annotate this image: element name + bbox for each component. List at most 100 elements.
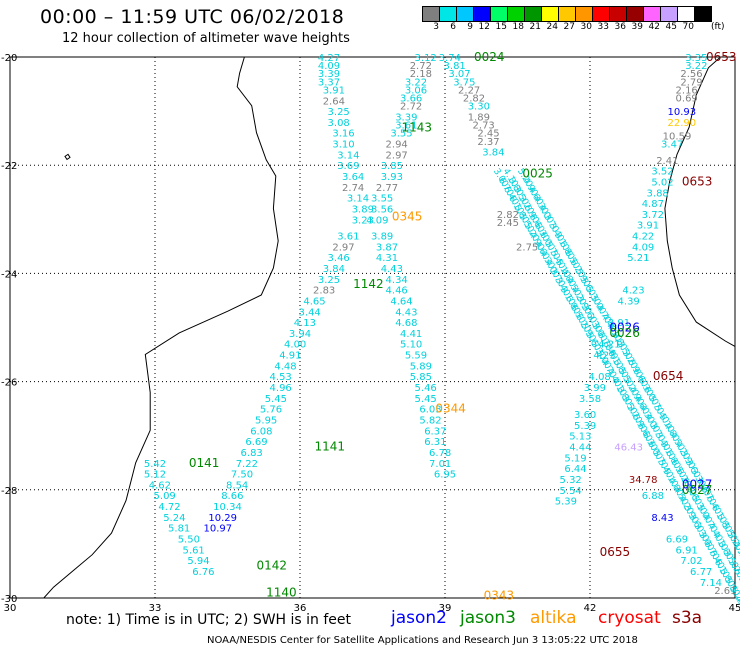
swh-value: 5.82: [419, 415, 441, 426]
map-subtitle: 12 hour collection of altimeter wave hei…: [62, 31, 350, 46]
swh-value: 3.60: [574, 410, 596, 421]
swh-value: 4.21: [598, 340, 620, 351]
legend-jason3: jason3: [460, 608, 516, 628]
swh-value: 4.27: [318, 53, 340, 64]
swh-value: 1.89: [468, 113, 490, 124]
swh-value: 46.43: [614, 443, 643, 454]
color-swatch-3: [474, 6, 491, 22]
swh-value: 3.72: [642, 210, 664, 221]
swh-value: 6.88: [642, 491, 664, 502]
swath-mark: 6.90: [731, 567, 740, 590]
color-swatch-4: [491, 6, 508, 22]
swath-mark: 4.90: [732, 594, 740, 617]
swh-value: 3.99: [584, 383, 606, 394]
swh-value: 8.54: [226, 480, 248, 491]
swh-value: 10.59: [663, 131, 692, 142]
swh-value: 5.02: [651, 177, 673, 188]
swh-value: 4.65: [303, 296, 325, 307]
track-label: 0142: [257, 559, 288, 573]
swh-value: 6.69: [245, 437, 267, 448]
swh-value: 2.97: [332, 242, 354, 253]
swh-value: 3.64: [342, 172, 364, 183]
swh-value: 6.37: [424, 426, 446, 437]
color-swatch-12: [627, 6, 644, 22]
swh-value: 0.69: [676, 94, 698, 105]
swh-value: 10.29: [208, 513, 237, 524]
swh-value: 7.50: [231, 470, 253, 481]
color-label-11: 36: [614, 22, 626, 32]
swh-value: 3.55: [371, 194, 393, 205]
swh-value: 5.89: [410, 361, 432, 372]
track-label: 0027: [682, 483, 713, 497]
swh-value: 4.09: [366, 215, 388, 226]
legend-s3a: s3a: [672, 608, 703, 628]
swh-value: 2.94: [386, 140, 408, 151]
swh-value: 2.37: [477, 137, 499, 148]
track-label: 0024: [474, 50, 505, 64]
legend-altika: altika: [530, 608, 577, 628]
swh-value: 6.83: [241, 448, 263, 459]
swh-value: 5.46: [415, 383, 437, 394]
swh-value: 5.76: [260, 405, 282, 416]
swh-value: 3.16: [332, 129, 354, 140]
swh-value: 3.25: [328, 107, 350, 118]
swh-value: 2.18: [410, 69, 432, 80]
swh-value: 2.41: [656, 156, 678, 167]
swh-value: 3.55: [390, 129, 412, 140]
track-label: 1143: [402, 120, 433, 134]
swh-value: 22.90: [668, 118, 697, 129]
color-swatch-2: [457, 6, 474, 22]
swh-value: 3.61: [337, 232, 359, 243]
color-swatch-11: [610, 6, 627, 22]
swh-value: 10.93: [668, 107, 697, 118]
swh-value: 3.30: [468, 102, 490, 113]
swh-value: 5.39: [555, 497, 577, 508]
swh-value: 3.52: [651, 167, 673, 178]
color-label-6: 21: [529, 22, 541, 32]
color-label-3: 12: [478, 22, 490, 32]
swh-value: 5.95: [255, 415, 277, 426]
swh-value: 3.25: [318, 275, 340, 286]
color-label-0: 3: [433, 22, 439, 32]
swh-value: 8.43: [651, 513, 673, 524]
swh-value: 7.14: [700, 578, 722, 589]
swh-value: 3.10: [332, 140, 354, 151]
swh-value: 2.82: [497, 210, 519, 221]
swh-value: 4.64: [390, 296, 412, 307]
swh-value: 34.78: [629, 475, 658, 486]
swh-value: 2.56: [680, 69, 702, 80]
color-label-1: 6: [450, 22, 456, 32]
color-scale-labels: 3 6 9 12 15 18 21 24 27 30 33 36 39 42 45 70: [422, 22, 694, 32]
swh-value: 3.89: [371, 232, 393, 243]
lat-tick-label: -20: [1, 53, 17, 64]
swh-value: 10.97: [204, 524, 233, 535]
track-label: 0653: [706, 50, 737, 64]
swh-value: 3.08: [328, 118, 350, 129]
lat-tick-label: -22: [1, 161, 17, 172]
track-label: 0026: [609, 321, 640, 335]
map-frame: [9, 56, 736, 599]
swh-value: 3.07: [448, 69, 470, 80]
swh-value: 6.77: [690, 567, 712, 578]
swh-value: 3.47: [661, 140, 683, 151]
swh-value: 3.12: [415, 53, 437, 64]
swh-value: 4.23: [593, 351, 615, 362]
swh-value: 5.39: [574, 421, 596, 432]
credit-line: NOAA/NESDIS Center for Satellite Applica…: [207, 635, 638, 646]
color-label-10: 33: [597, 22, 609, 32]
swh-value: 4.72: [158, 502, 180, 513]
swh-value: 4.39: [618, 296, 640, 307]
swh-value: 3.87: [376, 242, 398, 253]
swh-value: 5.09: [154, 491, 176, 502]
lon-tick-label: 42: [584, 603, 597, 614]
swh-value: 2.64: [323, 96, 345, 107]
swh-value: 3.22: [405, 77, 427, 88]
swh-value: 2.97: [386, 150, 408, 161]
swh-value: 6.03: [419, 405, 441, 416]
color-swatch-0: [422, 6, 440, 22]
track-label: 0344: [435, 402, 466, 416]
track-label: 0343: [484, 588, 515, 602]
swh-value: 3.94: [289, 329, 311, 340]
swh-value: 5.61: [183, 545, 205, 556]
